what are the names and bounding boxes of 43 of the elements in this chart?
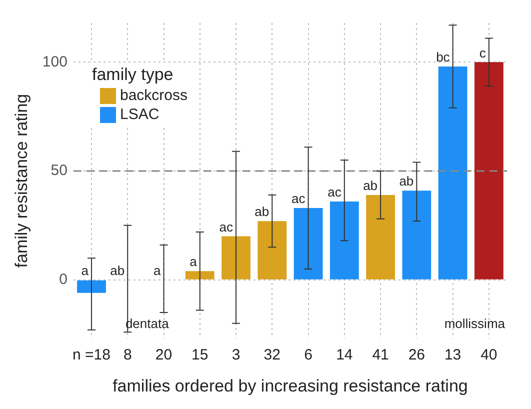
bar	[222, 236, 250, 280]
x-tick-label: 26	[408, 346, 426, 364]
legend-title: family type	[92, 65, 174, 85]
bar	[402, 190, 432, 280]
data-label: ac	[328, 184, 342, 200]
data-label: ac	[219, 219, 234, 234]
data-label: c	[479, 45, 486, 60]
data-label: ab	[110, 262, 125, 278]
data-label: ac	[292, 191, 306, 206]
bar	[438, 66, 468, 280]
data-label: ab	[254, 204, 270, 220]
y-tick-label: 0	[59, 270, 68, 288]
bar	[185, 271, 214, 280]
annotation: mollissima	[444, 316, 506, 332]
y-axis-title: family resistance rating	[12, 94, 31, 268]
y-tick-label: 100	[42, 53, 68, 70]
legend-label: LSAC	[120, 106, 160, 123]
bar	[474, 62, 504, 280]
x-tick-label: n =18	[72, 346, 110, 364]
x-tick-label: 15	[192, 346, 208, 364]
x-tick-label: 8	[123, 346, 132, 364]
legend-label: backcross	[120, 87, 188, 104]
x-tick-label: 32	[264, 346, 280, 364]
data-label: ab	[363, 178, 378, 194]
bar	[77, 280, 106, 293]
x-tick-label: 14	[336, 346, 353, 364]
x-tick-label: 13	[444, 346, 462, 364]
y-tick-label: 50	[50, 162, 68, 180]
data-label: a	[81, 262, 90, 278]
bar	[294, 208, 323, 280]
x-tick-label: 20	[155, 346, 172, 364]
data-label: ab	[399, 174, 414, 189]
data-label: bc	[436, 50, 450, 65]
x-tick-label: 3	[232, 346, 240, 364]
x-tick-label: 6	[304, 346, 312, 364]
x-axis-title: families ordered by increasing resistance rating	[112, 376, 468, 396]
bar	[258, 221, 287, 280]
x-tick-label: 40	[480, 346, 498, 364]
bar	[366, 194, 395, 280]
bar	[330, 201, 359, 280]
x-tick-label: 41	[372, 346, 389, 364]
data-label: a	[154, 262, 162, 278]
data-label: a	[190, 254, 198, 270]
